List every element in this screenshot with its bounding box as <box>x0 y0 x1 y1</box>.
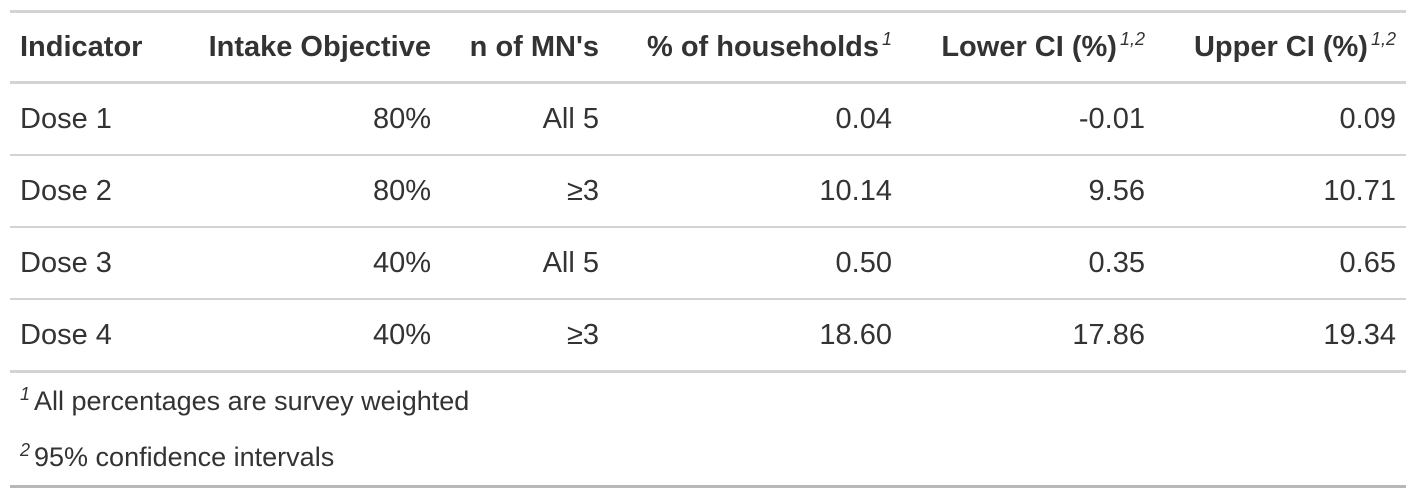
table-body: Dose 1 80% All 5 0.04 -0.01 0.09 Dose 2 … <box>10 82 1406 373</box>
cell-n-of-mns: ≥3 <box>441 155 609 228</box>
cell-indicator: Dose 3 <box>10 227 169 300</box>
table-header: Indicator Intake Objective n of MN's % o… <box>10 11 1406 84</box>
cell-intake-objective: 40% <box>169 227 441 300</box>
footnote-row: 2 95% confidence intervals <box>10 429 1406 487</box>
table-row: Dose 1 80% All 5 0.04 -0.01 0.09 <box>10 82 1406 156</box>
cell-upper-ci: 19.34 <box>1155 299 1406 373</box>
cell-lower-ci: 9.56 <box>902 155 1155 228</box>
cell-upper-ci: 0.65 <box>1155 227 1406 300</box>
column-header-label: n of MN's <box>469 30 599 63</box>
footnote-text: All percentages are survey weighted <box>34 385 470 416</box>
column-header-intake-objective: Intake Objective <box>169 11 441 84</box>
footnote-mark: 2 <box>20 439 31 460</box>
column-header-label: Lower CI (%) <box>941 30 1117 63</box>
footnote: 1 All percentages are survey weighted <box>10 372 1406 430</box>
column-header-pct-households: % of households 1 <box>609 11 902 84</box>
data-table: Indicator Intake Objective n of MN's % o… <box>10 10 1406 488</box>
footnote: 2 95% confidence intervals <box>10 429 1406 487</box>
cell-indicator: Dose 4 <box>10 299 169 373</box>
cell-intake-objective: 80% <box>169 155 441 228</box>
cell-upper-ci: 0.09 <box>1155 82 1406 156</box>
table-footnotes: 1 All percentages are survey weighted 2 95… <box>10 372 1406 487</box>
cell-upper-ci: 10.71 <box>1155 155 1406 228</box>
footnote-mark: 1 <box>881 28 892 49</box>
column-header-lower-ci: Lower CI (%) 1,2 <box>902 11 1155 84</box>
table-row: Dose 4 40% ≥3 18.60 17.86 19.34 <box>10 299 1406 373</box>
footnote-mark: 1,2 <box>1370 28 1396 49</box>
cell-lower-ci: 17.86 <box>902 299 1155 373</box>
cell-pct-households: 0.50 <box>609 227 902 300</box>
column-header-label: Indicator <box>20 30 143 63</box>
cell-n-of-mns: All 5 <box>441 227 609 300</box>
column-header-indicator: Indicator <box>10 11 169 84</box>
footnote-mark: 1 <box>20 383 31 404</box>
data-table-container: Indicator Intake Objective n of MN's % o… <box>10 10 1406 488</box>
column-header-label: % of households <box>646 30 879 63</box>
cell-intake-objective: 80% <box>169 82 441 156</box>
cell-pct-households: 10.14 <box>609 155 902 228</box>
cell-pct-households: 18.60 <box>609 299 902 373</box>
footnote-text: 95% confidence intervals <box>34 441 335 472</box>
cell-lower-ci: 0.35 <box>902 227 1155 300</box>
header-row: Indicator Intake Objective n of MN's % o… <box>10 11 1406 84</box>
column-header-label: Upper CI (%) <box>1193 30 1368 63</box>
column-header-label: Intake Objective <box>208 30 431 63</box>
table-row: Dose 2 80% ≥3 10.14 9.56 10.71 <box>10 155 1406 228</box>
column-header-upper-ci: Upper CI (%) 1,2 <box>1155 11 1406 84</box>
cell-lower-ci: -0.01 <box>902 82 1155 156</box>
cell-pct-households: 0.04 <box>609 82 902 156</box>
cell-intake-objective: 40% <box>169 299 441 373</box>
footnote-row: 1 All percentages are survey weighted <box>10 372 1406 430</box>
cell-indicator: Dose 2 <box>10 155 169 228</box>
cell-n-of-mns: ≥3 <box>441 299 609 373</box>
cell-indicator: Dose 1 <box>10 82 169 156</box>
column-header-n-of-mns: n of MN's <box>441 11 609 84</box>
cell-n-of-mns: All 5 <box>441 82 609 156</box>
table-row: Dose 3 40% All 5 0.50 0.35 0.65 <box>10 227 1406 300</box>
footnote-mark: 1,2 <box>1119 28 1145 49</box>
